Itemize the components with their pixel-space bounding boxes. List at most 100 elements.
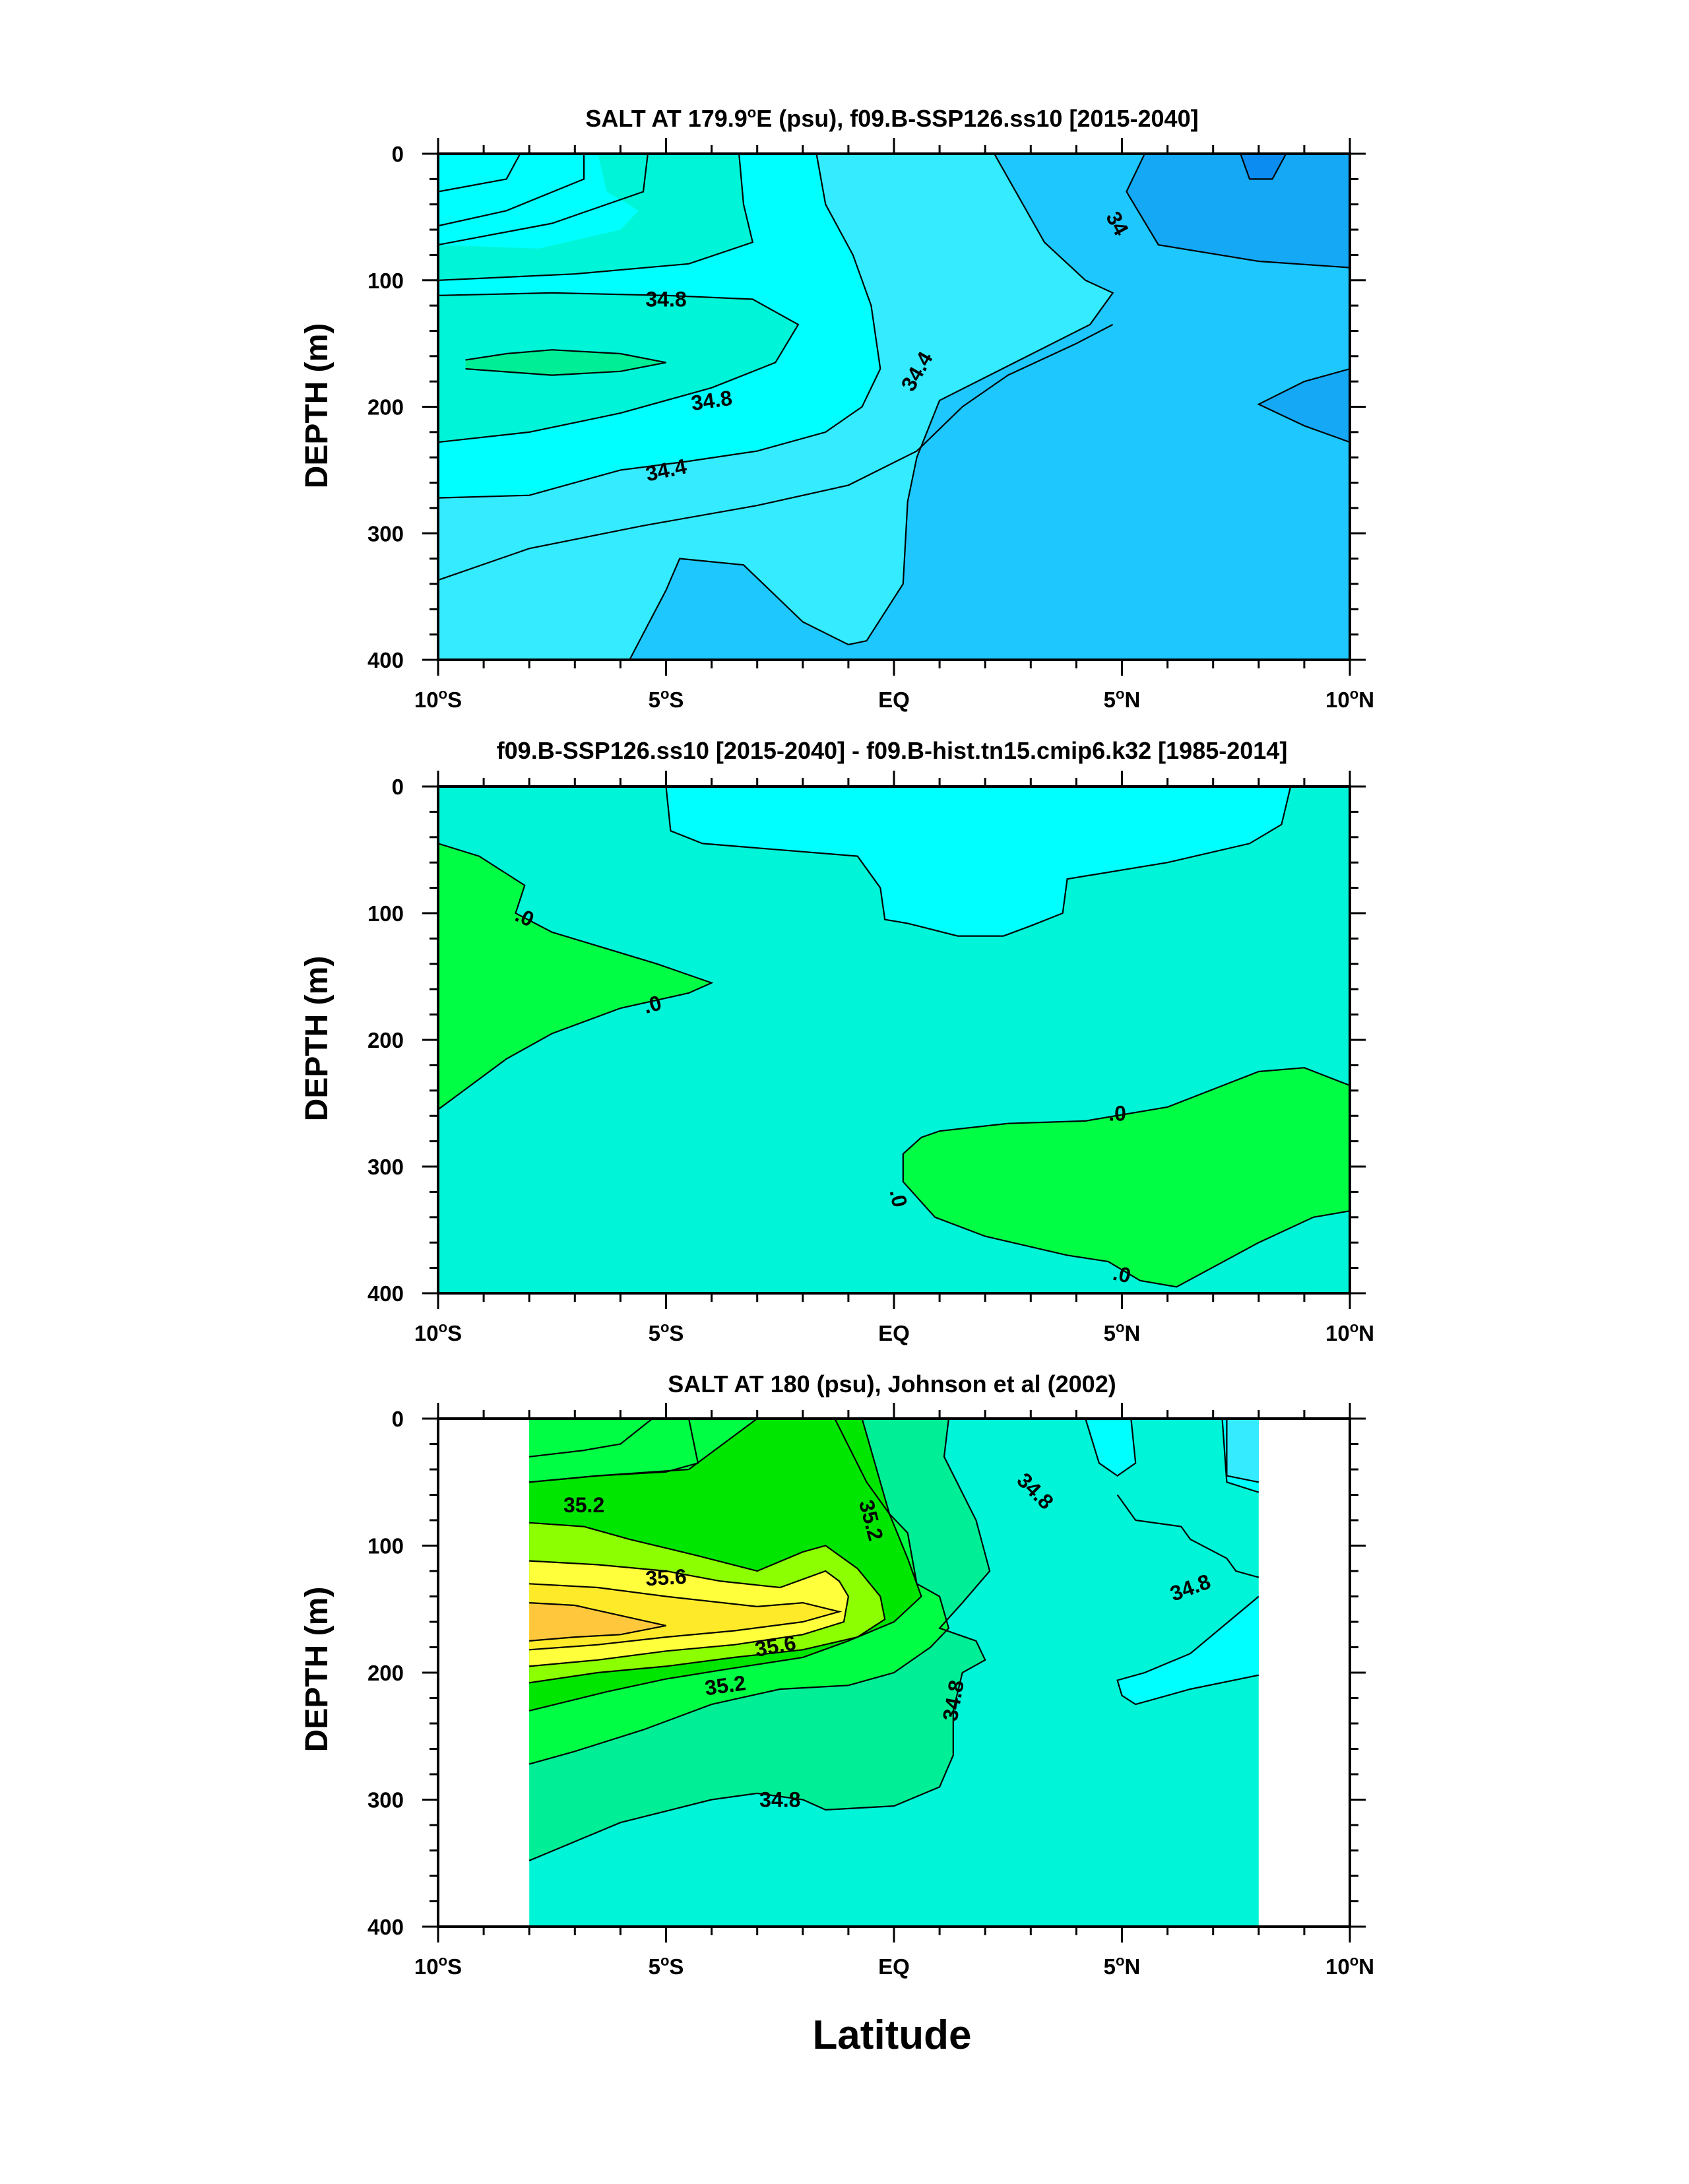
panel-1-contour-line-7 (629, 154, 1114, 660)
panel-1-x-tick-label-0: 10oS (414, 686, 462, 712)
panel-2-x-tick-label-4: 10oN (1325, 1319, 1374, 1345)
panel-3-y-tick-label-2: 200 (367, 1661, 404, 1685)
panel-3-contour-line-3 (528, 1419, 950, 1765)
panel-1-contour-line-1 (438, 154, 585, 227)
panel-2-contour-field: .0.0.0.0.0 (438, 787, 1350, 1293)
panel-3-y-tick-label-3: 300 (367, 1788, 404, 1813)
panel-3-contour-line-0 (529, 1419, 653, 1458)
panel-2-y-axis: 0 100 200 300 400 (367, 775, 1366, 1306)
panel-3-contour-line-2 (529, 1419, 758, 1483)
panel-1-contour-line-4 (438, 292, 800, 443)
panel-2: f09.B-SSP126.ss10 [2015-2040] - f09.B-hi… (300, 737, 1374, 1345)
panel-3-contour-field: 35.235.635.635.234.835.234.834.834.834.8 (528, 1419, 1284, 1927)
panel-2-contour-line-2 (902, 1067, 1350, 1288)
panel-2-x-tick-label-1: 5oS (649, 1319, 684, 1345)
panel-1-fill-region-2 (1126, 154, 1350, 268)
panel-1-contour-line-2 (438, 154, 649, 246)
panel-2-contour-label-text-2: .0 (1108, 1101, 1126, 1125)
panel-1-contour-line-5 (465, 349, 666, 376)
panel-1-contour-line-6 (438, 154, 881, 499)
panel-3-contour-label-1: 35.6 (645, 1564, 687, 1590)
panel-1-y-tick-label-2: 200 (367, 395, 404, 420)
panel-1-x-tick-label-2: EQ (878, 688, 910, 712)
panel-3-x-tick-label-4: 10oN (1325, 1952, 1374, 1979)
panel-1-x-tick-label-3: 5oN (1104, 686, 1141, 712)
panel-3-contour-line-7 (529, 1583, 843, 1651)
panel-1-y-axis: 0 100 200 300 400 (367, 142, 1366, 672)
panel-1-contour-label-1: 34.8 (689, 386, 734, 415)
panel-2-contour-label-1: .0 (641, 990, 664, 1018)
panel-2-x-tick-label-3: 5oN (1104, 1319, 1141, 1345)
panel-2-contour-line-1 (438, 843, 714, 1110)
panel-3-contour-label-9: 34.8 (1243, 1572, 1284, 1595)
panel-3-x-tick-label-3: 5oN (1104, 1952, 1141, 1979)
panel-2-y-tick-label-4: 400 (367, 1281, 404, 1306)
panel-3-plot: 35.235.635.635.234.835.234.834.834.834.8… (367, 1403, 1374, 1979)
panel-3-contour-label-text-4: 34.8 (759, 1788, 800, 1812)
panel-3-y-tick-label-0: 0 (392, 1407, 404, 1431)
panel-1-fill-region-7 (438, 154, 753, 280)
panel-2-contour-label-4: .0 (1111, 1261, 1133, 1288)
panel-3-contour-label-3: 35.2 (703, 1671, 748, 1700)
panel-2-y-tick-label-3: 300 (367, 1155, 404, 1179)
panel-2-y-axis-label: DEPTH (m) (300, 956, 335, 1122)
panel-1-contour-label-text-0: 34.8 (645, 288, 686, 311)
panel-1-y-tick-label-0: 0 (392, 142, 404, 166)
panel-1-contour-line-10 (1240, 154, 1287, 180)
panel-1-contour-label-text-1: 34.8 (689, 386, 734, 415)
panel-1-x-axis: 10oS 5oS EQ 5oN 10oN (414, 138, 1374, 712)
panel-3-y-tick-label-4: 400 (367, 1915, 404, 1939)
panel-3-contour-line-8 (529, 1602, 666, 1642)
panel-1-y-axis-label: DEPTH (m) (300, 323, 335, 489)
panel-1-fill-region-9 (465, 350, 666, 375)
panel-1-fill-region-3 (1240, 154, 1287, 179)
panel-1-title: SALT AT 179.9oE (psu), f09.B-SSP126.ss10… (585, 104, 1198, 132)
panel-1: SALT AT 179.9oE (psu), f09.B-SSP126.ss10… (300, 104, 1374, 712)
panel-3-x-axis: 10oS 5oS EQ 5oN 10oN (414, 1403, 1374, 1979)
panel-3-contour-line-11 (1221, 1419, 1259, 1493)
panel-3-y-tick-label-1: 100 (367, 1534, 404, 1558)
panel-3-fill-region-3 (1227, 1419, 1259, 1483)
panel-1-y-tick-label-3: 300 (367, 521, 404, 546)
panel-3-contour-line-4 (528, 1419, 922, 1712)
panel-2-fill-region-2 (438, 843, 712, 1110)
panel-1-y-tick-label-4: 400 (367, 648, 404, 672)
panel-3-x-tick-label-0: 10oS (414, 1952, 462, 1979)
panel-2-contour-label-3: .0 (885, 1187, 912, 1209)
panel-3: SALT AT 180 (psu), Johnson et al (2002) … (300, 1370, 1374, 1979)
panel-3-contour-line-6 (529, 1560, 850, 1667)
panel-3-contour-line-5 (529, 1522, 886, 1684)
panel-1-contour-line-9 (1126, 154, 1350, 269)
panel-2-y-tick-label-0: 0 (392, 775, 404, 799)
panel-2-y-tick-label-1: 100 (367, 901, 404, 926)
panel-2-x-tick-label-2: EQ (878, 1321, 910, 1345)
panel-3-contour-line-14 (1226, 1419, 1259, 1483)
panel-3-y-axis-label: DEPTH (m) (300, 1587, 335, 1752)
panel-2-y-tick-label-2: 200 (367, 1028, 404, 1052)
panel-3-contour-line-13 (1116, 1595, 1259, 1706)
panel-3-contour-line-10 (1085, 1419, 1137, 1477)
panel-3-contour-line-9 (528, 1419, 991, 1861)
panel-1-contour-line-8 (438, 323, 1114, 581)
panel-1-contour-line-3 (438, 154, 754, 281)
panel-3-contour-label-4: 34.8 (759, 1788, 800, 1812)
panel-1-x-tick-label-4: 10oN (1325, 686, 1374, 712)
panel-2-fill-region-3 (903, 1068, 1350, 1287)
panel-1-fill-region-4 (1258, 369, 1350, 443)
panel-2-x-tick-label-0: 10oS (414, 1319, 462, 1345)
panel-3-fill-region-1 (1085, 1419, 1259, 1493)
panel-2-x-axis: 10oS 5oS EQ 5oN 10oN (414, 771, 1374, 1345)
panel-1-contour-line-0 (438, 154, 521, 193)
panel-2-contour-label-2: .0 (1108, 1101, 1126, 1125)
panel-1-contour-label-0: 34.8 (645, 288, 686, 311)
panel-3-contour-label-text-1: 35.6 (645, 1564, 687, 1590)
panel-3-contour-label-0: 35.2 (563, 1493, 604, 1517)
panel-1-contour-line-11 (1257, 368, 1350, 443)
panel-3-x-tick-label-1: 5oS (649, 1952, 684, 1979)
panel-1-y-tick-label-1: 100 (367, 269, 404, 293)
panel-3-x-tick-label-2: EQ (878, 1954, 910, 1979)
panel-3-contour-label-text-3: 35.2 (703, 1671, 748, 1700)
